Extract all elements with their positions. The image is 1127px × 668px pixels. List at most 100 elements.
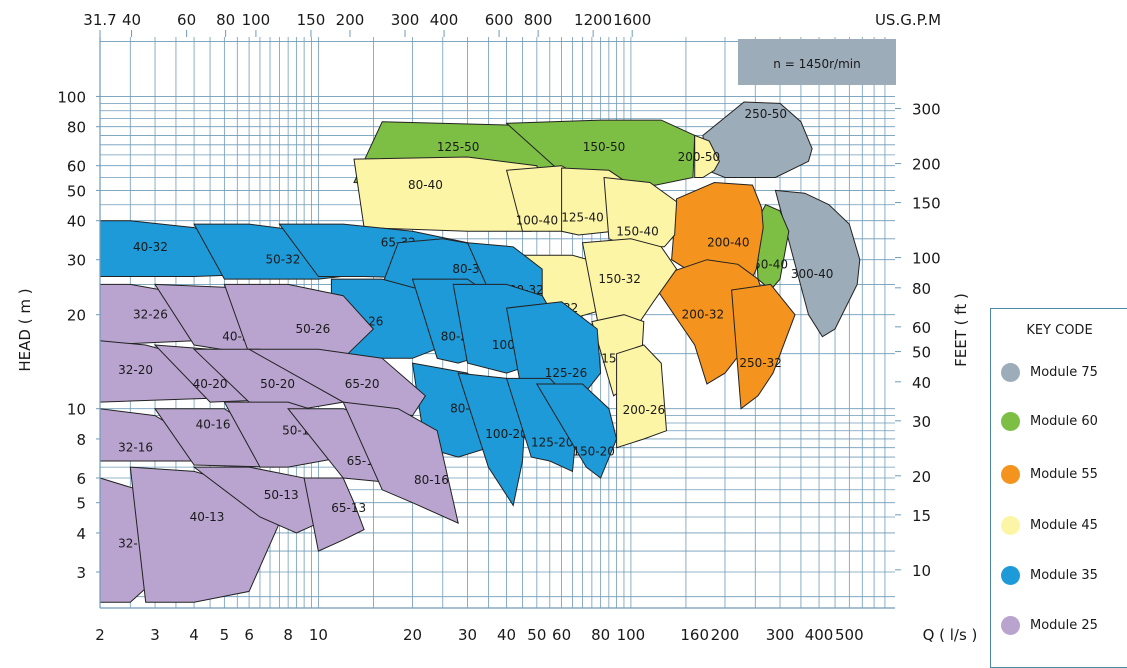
curve-label-80-16: 80-16: [414, 473, 449, 487]
x-tick-label: 50: [527, 626, 546, 644]
legend-item-module-60: Module 60: [1001, 411, 1098, 431]
x2-tick-label: 80: [216, 11, 235, 29]
legend-item-module-75: Module 75: [1001, 362, 1098, 382]
curve-area-250-40: [754, 204, 790, 291]
curve-label-32-26: 32-26: [133, 308, 168, 322]
legend-swatch: [1001, 362, 1020, 382]
curve-label-65-20: 65-20: [345, 377, 380, 391]
x2-tick-label: 300: [391, 11, 420, 29]
legend-label: Module 25: [1030, 617, 1098, 633]
x-tick-label: 4: [189, 626, 199, 644]
x-tick-label: 500: [835, 626, 864, 644]
x2-tick-label: 800: [524, 11, 553, 29]
curve-label-200-26: 200-26: [623, 403, 666, 417]
legend-title: KEY CODE: [1026, 323, 1093, 338]
x-tick-label: 100: [617, 626, 646, 644]
y2-tick-label: 80: [912, 280, 931, 298]
curve-label-300-40: 300-40: [791, 267, 834, 281]
x-tick-label: 2: [95, 626, 105, 644]
x-tick-label: 80: [591, 626, 610, 644]
y-tick-label: 20: [67, 307, 86, 325]
curve-label-250-50: 250-50: [744, 107, 787, 121]
curve-label-150-32: 150-32: [598, 272, 641, 286]
x2-axis-title: US.G.P.M: [875, 11, 941, 29]
curve-label-150-20: 150-20: [572, 444, 615, 458]
x2-tick-label: 40: [122, 11, 141, 29]
y-tick-label: 80: [67, 119, 86, 137]
curve-area-250-32: [731, 283, 796, 410]
curve-label-150-40: 150-40: [616, 224, 659, 238]
y2-tick-label: 30: [912, 413, 931, 431]
x-tick-label: 3: [150, 626, 160, 644]
curve-label-150-50: 150-50: [583, 140, 626, 154]
legend-swatch: [1001, 565, 1020, 585]
legend-item-module-45: Module 45: [1001, 515, 1098, 535]
chart-axes: 2 3 4 5 6 8 10 20 30 40 50 60 80 100 160 200 300 400 50034…: [57, 11, 940, 644]
x2-tick-label: 31.7: [83, 11, 116, 29]
x2-tick-label: 1200: [574, 11, 612, 29]
legend: KEY CODE Module 75 Module 60 Module 55 M…: [990, 308, 1127, 668]
series-module-55: 200-40 200-32 250-32: [649, 181, 796, 410]
x-tick-label: 40: [497, 626, 516, 644]
x-axis-title: Q ( l/s ): [923, 626, 978, 644]
curve-label-40-13: 40-13: [190, 510, 225, 524]
curve-label-200-40: 200-40: [707, 236, 750, 250]
y2-tick-label: 200: [912, 156, 941, 174]
y2-tick-label: 15: [912, 507, 931, 525]
x-tick-label: 200: [711, 626, 740, 644]
curve-label-40-16: 40-16: [196, 417, 231, 431]
y2-tick-label: 150: [912, 195, 941, 213]
y-tick-label: 4: [76, 525, 86, 543]
legend-label: Module 75: [1030, 364, 1098, 380]
curve-area-250-50: [702, 101, 813, 178]
curve-label-65-13: 65-13: [331, 501, 366, 515]
x-tick-label: 160: [680, 626, 709, 644]
curve-area-200-50: [694, 134, 720, 178]
y-tick-label: 40: [67, 213, 86, 231]
y-tick-label: 10: [67, 401, 86, 419]
y-tick-label: 30: [67, 252, 86, 270]
x2-tick-label: 60: [177, 11, 196, 29]
speed-label: n = 1450r/min: [773, 57, 860, 71]
x-tick-label: 400: [805, 626, 834, 644]
y-tick-label: 50: [67, 182, 86, 200]
curve-label-125-40: 125-40: [561, 210, 604, 224]
y2-tick-label: 100: [912, 250, 941, 268]
y2-tick-label: 10: [912, 562, 931, 580]
legend-swatch: [1001, 411, 1020, 431]
x-tick-label: 5: [220, 626, 230, 644]
curve-area-200-26: [616, 344, 668, 449]
x-tick-label: 30: [458, 626, 477, 644]
legend-label: Module 45: [1030, 517, 1098, 533]
curve-label-80-40: 80-40: [408, 178, 443, 192]
legend-item-module-55: Module 55: [1001, 464, 1098, 484]
curve-label-50-20: 50-20: [260, 377, 295, 391]
y2-tick-label: 40: [912, 374, 931, 392]
curve-label-50-32: 50-32: [266, 253, 301, 267]
y-tick-label: 8: [76, 431, 86, 449]
curve-label-40-32: 40-32: [133, 240, 168, 254]
curve-label-125-20: 125-20: [531, 435, 574, 449]
legend-swatch: [1001, 464, 1020, 484]
y-tick-label: 6: [76, 470, 86, 488]
y-tick-label: 60: [67, 158, 86, 176]
series-module-45: 80-40100-40125-40150-40200-50125-32150-3…: [353, 134, 720, 449]
curve-label-100-20: 100-20: [485, 427, 528, 441]
y2-tick-label: 50: [912, 344, 931, 362]
x-tick-label: 60: [552, 626, 571, 644]
y-axis-title: HEAD ( m ): [16, 288, 34, 371]
y-tick-label: 3: [76, 564, 86, 582]
legend-swatch: [1001, 515, 1020, 535]
x2-tick-label: 600: [485, 11, 514, 29]
x-tick-label: 10: [309, 626, 328, 644]
curve-label-125-26: 125-26: [545, 366, 588, 380]
x2-tick-label: 400: [430, 11, 459, 29]
curve-label-100-40: 100-40: [516, 214, 559, 228]
x-tick-label: 20: [403, 626, 422, 644]
y2-axis-title: FEET ( ft ): [952, 293, 970, 367]
series-module-75: 250-50 300-40: [702, 101, 861, 338]
curve-label-32-20: 32-20: [118, 363, 153, 377]
x-tick-label: 8: [283, 626, 293, 644]
